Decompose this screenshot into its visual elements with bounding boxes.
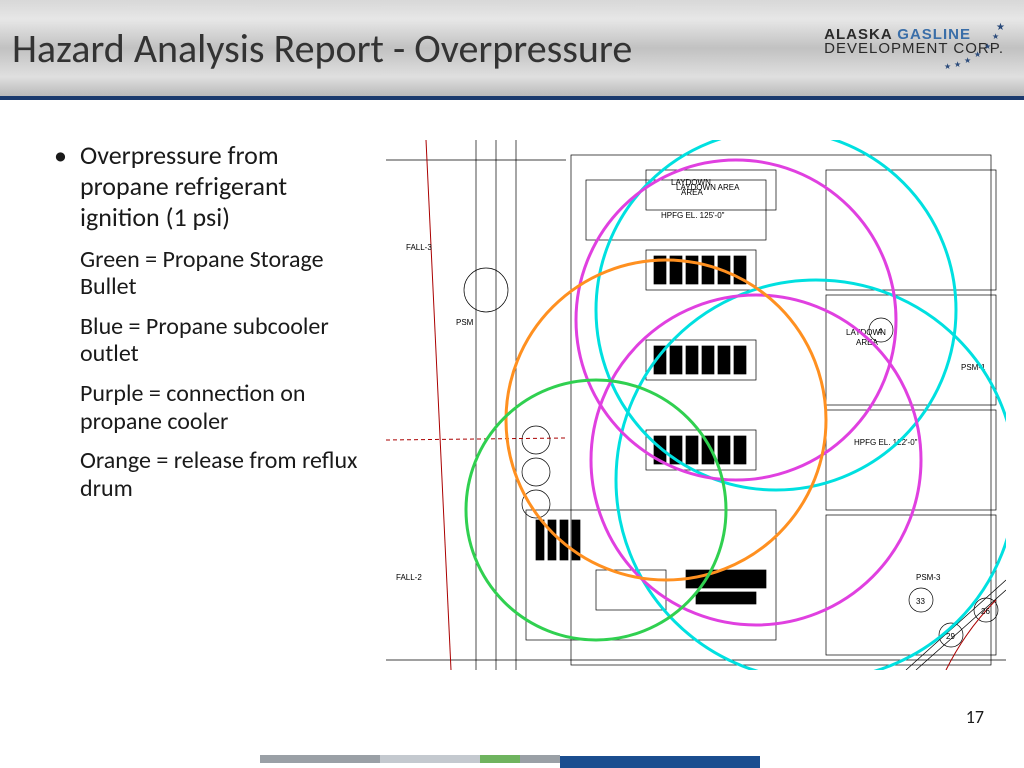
svg-text:FALL-2: FALL-2 xyxy=(396,573,422,582)
svg-text:29: 29 xyxy=(946,632,955,641)
svg-text:PSM-3: PSM-3 xyxy=(916,573,941,582)
legend-green: Green = Propane Storage Bullet xyxy=(50,246,370,301)
hazard-circle-blue-2 xyxy=(616,280,1006,670)
svg-text:PSM: PSM xyxy=(456,318,474,327)
svg-text:AREA: AREA xyxy=(681,188,703,197)
site-plan-svg: LAYDOWN AREA LAYDOWN AREA HPFG EL. 125'-… xyxy=(386,140,1006,670)
svg-text:LAYDOWN: LAYDOWN xyxy=(671,178,711,187)
main-bullet: Overpressure from propane refrigerant ig… xyxy=(50,140,370,234)
hazard-circle-purple-1 xyxy=(576,160,896,480)
footer-seg xyxy=(560,756,760,768)
legend-blue: Blue = Propane subcooler outlet xyxy=(50,313,370,368)
legend-purple: Purple = connection on propane cooler xyxy=(50,380,370,435)
svg-text:33: 33 xyxy=(916,597,925,606)
page-title: Hazard Analysis Report - Overpressure xyxy=(12,24,632,73)
content-area: Overpressure from propane refrigerant ig… xyxy=(0,100,1024,670)
company-logo: ALASKA GASLINE DEVELOPMENT CORP. ★ ★ ★ ★… xyxy=(824,28,1004,56)
footer-seg xyxy=(380,755,480,763)
bullet-list: Overpressure from propane refrigerant ig… xyxy=(0,140,380,670)
footer-seg xyxy=(520,755,560,763)
svg-text:HPFG EL. 122'-0": HPFG EL. 122'-0" xyxy=(854,438,918,447)
header-bar: Hazard Analysis Report - Overpressure AL… xyxy=(0,0,1024,100)
legend-orange: Orange = release from reflux drum xyxy=(50,447,370,502)
site-diagram: LAYDOWN AREA LAYDOWN AREA HPFG EL. 125'-… xyxy=(386,140,1006,670)
footer-seg xyxy=(480,755,520,763)
svg-text:FALL-3: FALL-3 xyxy=(406,243,432,252)
page-number: 17 xyxy=(966,706,984,728)
footer-seg xyxy=(260,755,380,763)
logo-stars-icon: ★ ★ ★ ★ ★ ★ ★ xyxy=(948,24,1008,74)
footer-accent-bar xyxy=(260,750,760,768)
svg-text:4: 4 xyxy=(878,327,883,336)
svg-text:HPFG EL. 125'-0": HPFG EL. 125'-0" xyxy=(661,211,725,220)
svg-text:26: 26 xyxy=(981,607,990,616)
